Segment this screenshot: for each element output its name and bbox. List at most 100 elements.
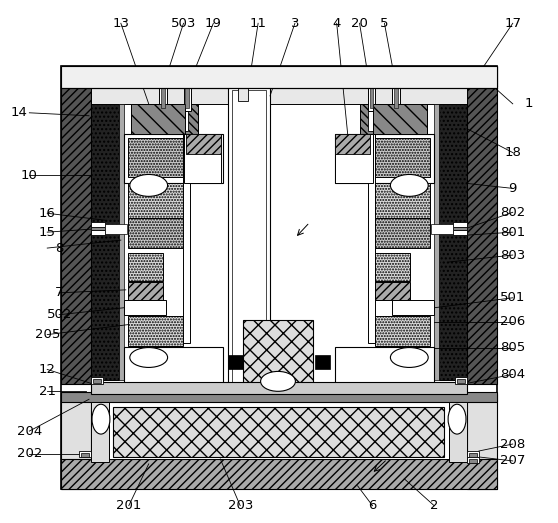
Bar — [376, 316, 430, 346]
Ellipse shape — [391, 175, 428, 196]
Bar — [93, 379, 101, 383]
Bar — [335, 134, 373, 184]
Bar — [368, 86, 376, 111]
Bar — [91, 382, 467, 394]
Ellipse shape — [92, 404, 110, 434]
Bar — [238, 86, 248, 101]
Text: 208: 208 — [500, 438, 526, 450]
Text: 11: 11 — [249, 17, 267, 30]
Text: 207: 207 — [500, 454, 526, 468]
Bar — [184, 86, 191, 111]
Text: 12: 12 — [39, 363, 56, 376]
Bar — [315, 355, 330, 369]
Text: 2: 2 — [430, 499, 439, 512]
Bar — [158, 86, 167, 111]
Bar — [467, 66, 497, 384]
Bar — [369, 88, 373, 108]
Bar — [128, 282, 162, 300]
Bar — [243, 320, 313, 389]
Bar — [376, 253, 410, 281]
Text: 204: 204 — [17, 425, 42, 438]
Text: 8: 8 — [55, 242, 64, 255]
Bar — [467, 394, 497, 489]
Bar — [91, 222, 105, 227]
Bar — [139, 111, 189, 131]
Text: 14: 14 — [11, 106, 28, 119]
Text: 502: 502 — [46, 308, 72, 321]
Text: 206: 206 — [500, 315, 526, 328]
Text: 5: 5 — [380, 17, 389, 30]
Bar — [184, 134, 222, 184]
Bar — [61, 66, 497, 88]
Bar — [228, 355, 243, 369]
Bar — [376, 184, 430, 218]
Bar — [439, 104, 467, 380]
Text: 7: 7 — [55, 286, 64, 299]
Bar — [376, 282, 410, 300]
Text: 17: 17 — [504, 17, 521, 30]
Bar — [335, 134, 434, 184]
Text: 16: 16 — [39, 207, 56, 220]
Text: 805: 805 — [500, 341, 526, 354]
Text: 10: 10 — [21, 169, 38, 182]
Bar — [91, 86, 467, 104]
Bar — [61, 459, 497, 489]
Bar — [61, 66, 91, 384]
Ellipse shape — [391, 348, 428, 368]
Bar — [128, 218, 182, 248]
Bar — [373, 104, 427, 134]
Bar — [91, 378, 103, 384]
Text: 3: 3 — [291, 17, 299, 30]
Text: 803: 803 — [500, 248, 526, 262]
Bar — [131, 104, 185, 134]
Bar — [455, 378, 467, 384]
Bar — [453, 222, 467, 227]
Bar — [392, 300, 434, 315]
Text: 15: 15 — [39, 225, 56, 238]
Ellipse shape — [130, 175, 167, 196]
Ellipse shape — [261, 371, 295, 391]
Text: 9: 9 — [508, 182, 517, 195]
Text: 20: 20 — [351, 17, 368, 30]
Bar — [128, 253, 162, 281]
Bar — [186, 134, 222, 154]
Text: 804: 804 — [500, 368, 525, 381]
Bar — [61, 392, 497, 402]
Bar — [131, 104, 199, 134]
Bar — [105, 224, 127, 234]
Text: 203: 203 — [228, 499, 253, 512]
Bar — [469, 453, 477, 457]
Bar — [335, 347, 434, 388]
Bar — [453, 227, 467, 230]
Bar — [79, 451, 91, 457]
Text: 205: 205 — [35, 328, 60, 341]
Text: 501: 501 — [500, 291, 526, 304]
Text: 503: 503 — [171, 17, 196, 30]
Text: 13: 13 — [112, 17, 129, 30]
Bar — [392, 86, 400, 111]
Bar — [119, 104, 124, 380]
Bar — [469, 459, 477, 463]
Bar — [124, 134, 223, 184]
Bar — [467, 451, 479, 457]
Bar — [368, 134, 376, 343]
Bar — [228, 86, 270, 394]
Bar — [185, 88, 190, 108]
Text: 6: 6 — [368, 499, 377, 512]
Bar — [91, 227, 105, 230]
Bar — [124, 300, 166, 315]
Bar — [91, 230, 105, 235]
Bar — [376, 218, 430, 248]
Bar — [395, 88, 398, 108]
Bar — [232, 90, 266, 390]
Text: 19: 19 — [205, 17, 222, 30]
Bar — [109, 402, 449, 459]
Bar — [182, 134, 190, 343]
Bar — [124, 347, 223, 388]
Text: 202: 202 — [17, 448, 42, 460]
Text: 1: 1 — [525, 97, 533, 110]
Text: 801: 801 — [500, 225, 526, 238]
Text: 18: 18 — [504, 146, 521, 159]
Ellipse shape — [130, 348, 167, 368]
Bar — [335, 134, 369, 154]
